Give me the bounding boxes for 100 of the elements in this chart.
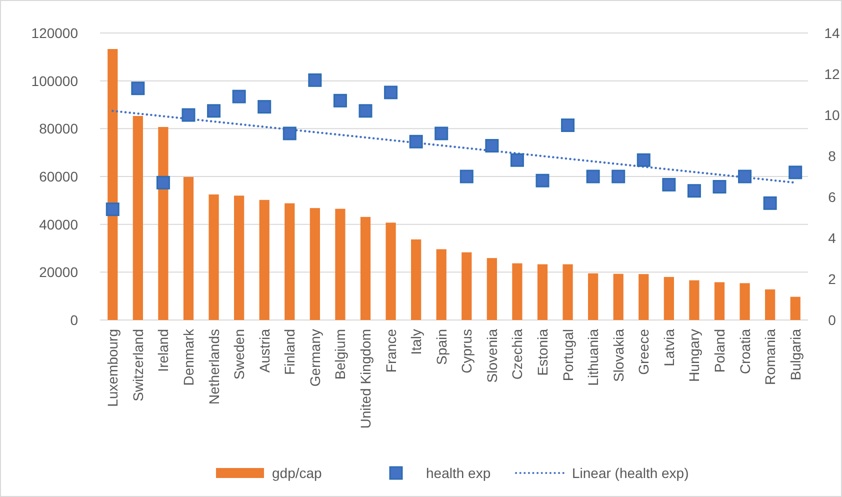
point (182, 108, 196, 122)
y-tick-label: 40000 (39, 216, 78, 232)
x-tick-label: Ireland (155, 329, 172, 372)
point (788, 166, 802, 180)
bar (360, 216, 371, 320)
point (712, 180, 726, 194)
x-tick-label: Latvia (660, 328, 677, 366)
point (308, 73, 322, 87)
bar (588, 273, 598, 320)
x-tick-label: Italy (408, 329, 424, 355)
bar (234, 196, 244, 320)
point (612, 170, 626, 184)
bar (284, 203, 295, 320)
point (131, 82, 145, 96)
legend-label: Linear (health exp) (572, 465, 689, 481)
point (207, 104, 221, 118)
bar (765, 289, 776, 320)
bar (132, 116, 143, 320)
bar (436, 249, 446, 320)
point (282, 126, 296, 140)
bar (462, 252, 472, 320)
y2-tick-label: 14 (824, 25, 840, 41)
x-tick-label: Croatia (736, 328, 753, 374)
bar (386, 222, 396, 320)
point (384, 86, 398, 100)
x-tick-label: Lithuania (585, 328, 602, 386)
point (434, 126, 448, 140)
y-tick-label: 0 (70, 312, 78, 328)
point (232, 90, 246, 104)
x-tick-label: Czechia (509, 328, 526, 380)
point (586, 170, 600, 184)
x-tick-label: Luxembourg (104, 329, 121, 407)
x-tick-label: Estonia (534, 328, 550, 376)
bar (664, 276, 674, 320)
bar (259, 200, 270, 320)
point (485, 139, 499, 152)
point (510, 153, 524, 167)
y2-tick-label: 2 (828, 271, 836, 287)
x-tick-label: Slovenia (484, 328, 500, 383)
legend-label: gdp/cap (272, 465, 322, 481)
x-tick-label: Sweden (231, 329, 248, 380)
x-tick-label: Denmark (180, 328, 196, 386)
point (409, 134, 423, 148)
x-tick-label: Poland (712, 329, 728, 373)
x-tick-label: France (382, 328, 399, 373)
bar (108, 49, 118, 320)
x-tick-label: Spain (433, 329, 450, 365)
y2-tick-label: 6 (828, 189, 836, 205)
x-tick-label: Netherlands (206, 329, 222, 404)
bar (183, 176, 194, 320)
point (561, 118, 575, 132)
point (460, 170, 474, 184)
x-tick-label: Belgium (332, 329, 348, 380)
y-tick-label: 60000 (39, 168, 78, 184)
point (358, 104, 372, 118)
legend-label: health exp (426, 465, 491, 481)
point (333, 94, 347, 108)
y-tick-label: 80000 (39, 120, 78, 137)
y2-tick-label: 0 (828, 312, 836, 328)
x-tick-label: Romania (762, 328, 778, 386)
x-tick-label: Finland (282, 329, 298, 375)
point (258, 100, 272, 114)
x-tick-label: Bulgaria (787, 328, 804, 380)
point (156, 176, 170, 190)
bar (740, 283, 750, 320)
point (636, 153, 650, 167)
bar (411, 239, 422, 320)
y2-tick-label: 12 (824, 66, 840, 82)
point (687, 184, 701, 198)
bar (158, 126, 168, 320)
bar (208, 194, 219, 320)
x-tick-label: Germany (306, 329, 323, 387)
bar (613, 274, 624, 320)
point (738, 170, 752, 184)
bar (790, 296, 800, 320)
bar (512, 263, 522, 320)
y-tick-label: 20000 (39, 264, 78, 280)
x-tick-label: Greece (636, 328, 652, 375)
x-tick-label: Austria (256, 328, 272, 373)
x-tick-label: Switzerland (130, 329, 146, 402)
bar (638, 274, 649, 320)
y-tick-label: 120000 (31, 25, 78, 41)
bar (310, 208, 320, 320)
bar (714, 282, 725, 320)
y2-tick-label: 8 (828, 148, 836, 164)
y2-tick-label: 4 (828, 230, 836, 246)
bar (562, 264, 573, 320)
point (106, 202, 120, 216)
point (763, 196, 777, 210)
x-tick-label: Portugal (560, 329, 576, 382)
x-tick-label: Cyprus (458, 329, 475, 374)
x-tick-label: United Kingdom (358, 329, 374, 429)
x-tick-label: Hungary (686, 329, 702, 382)
y2-tick-label: 10 (824, 107, 840, 123)
x-tick-label: Slovakia (610, 328, 626, 382)
bar (335, 208, 346, 320)
bar (537, 264, 548, 320)
point (536, 174, 550, 188)
y-tick-label: 100000 (31, 72, 78, 89)
bar (486, 258, 497, 320)
